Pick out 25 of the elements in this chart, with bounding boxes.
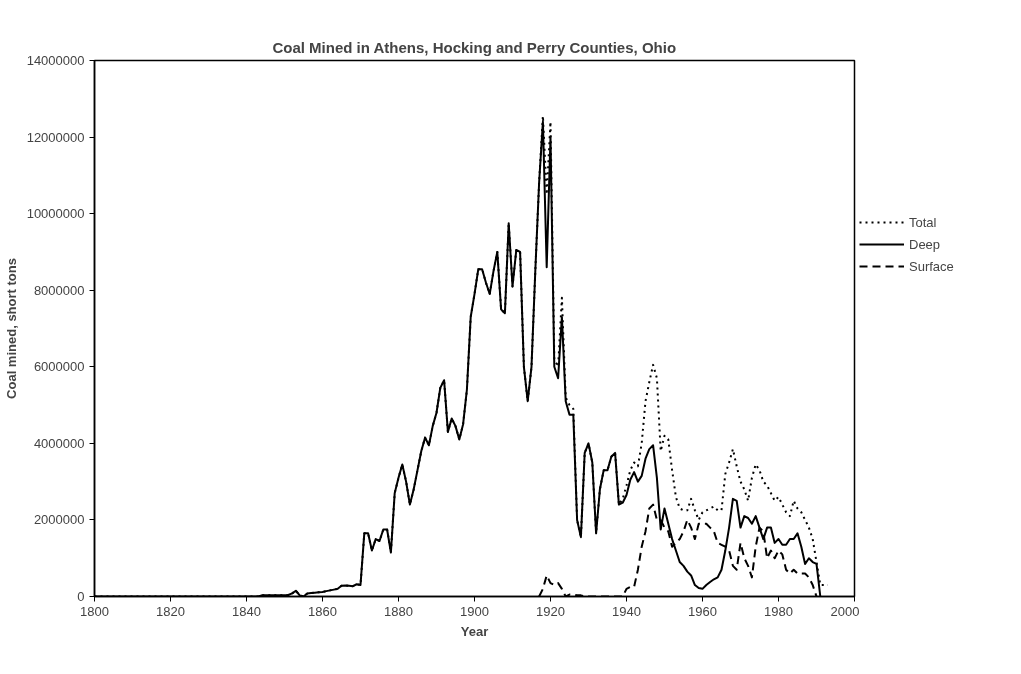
y-tick-label: 0	[77, 589, 85, 604]
y-tick-label: 6000000	[33, 359, 85, 375]
x-tick-label: 1920	[536, 603, 565, 619]
y-tick-label: 2000000	[33, 512, 85, 528]
legend-label: Surface	[909, 258, 954, 274]
x-tick-label: 1880	[384, 603, 413, 619]
y-tick-label: 12000000	[26, 129, 85, 145]
legend-label: Total	[909, 214, 937, 230]
x-tick-label: 1940	[612, 603, 641, 619]
x-tick-label: 1840	[232, 603, 261, 619]
y-tick-label: 14000000	[26, 53, 85, 68]
x-tick-label: 1980	[764, 603, 793, 619]
x-tick-label: 1820	[156, 603, 185, 619]
x-tick-label: 1960	[688, 603, 717, 619]
x-tick-label: 1860	[308, 603, 337, 619]
x-tick-label: 1900	[460, 603, 489, 619]
x-axis-title: Year	[460, 623, 489, 639]
x-tick-label: 2000	[830, 603, 860, 619]
x-tick-label: 1800	[80, 603, 109, 619]
y-tick-label: 4000000	[33, 435, 85, 451]
y-tick-label: 8000000	[33, 282, 85, 298]
y-tick-label: 10000000	[26, 206, 85, 222]
chart-title: Coal Mined in Athens, Hocking and Perry Counties, Ohio	[272, 38, 677, 56]
y-axis-title: Coal mined, short tons	[3, 258, 19, 399]
legend-label: Deep	[909, 236, 941, 252]
